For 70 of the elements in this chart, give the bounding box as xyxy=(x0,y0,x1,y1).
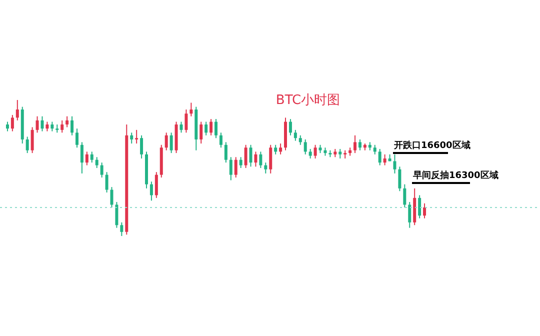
candlestick xyxy=(219,132,222,148)
candlestick xyxy=(294,129,297,142)
candlestick xyxy=(184,109,188,134)
candlestick xyxy=(249,144,252,168)
candlestick xyxy=(298,134,302,146)
candlestick xyxy=(398,166,402,192)
candlestick xyxy=(60,120,64,134)
candlestick xyxy=(190,102,193,117)
candlestick xyxy=(36,116,39,134)
candlestick xyxy=(224,142,228,164)
candlestick xyxy=(314,144,317,159)
candlestick xyxy=(50,121,54,132)
candlestick xyxy=(115,202,118,228)
candlestick xyxy=(140,134,144,159)
candlestick xyxy=(229,156,232,181)
candlestick xyxy=(239,156,242,168)
candlestick xyxy=(150,181,153,202)
candlestick xyxy=(80,142,84,174)
candlestick xyxy=(105,172,108,193)
candlestick xyxy=(16,100,19,121)
candlestick xyxy=(130,132,134,144)
candlestick xyxy=(304,138,307,155)
ref-line-label: 开跌口16600区域 xyxy=(393,140,470,152)
candlestick xyxy=(66,116,69,128)
candlestick xyxy=(393,154,396,174)
candlestick xyxy=(234,156,238,178)
candlestick xyxy=(170,132,173,154)
candlestick xyxy=(10,114,14,132)
candlestick xyxy=(30,126,34,154)
candlestick xyxy=(418,194,422,219)
candlestick xyxy=(269,144,272,174)
candlestick xyxy=(254,151,258,168)
candlestick xyxy=(90,151,94,164)
candlestick xyxy=(354,134,357,154)
candlestick xyxy=(120,222,124,236)
candlestick xyxy=(70,116,74,136)
candlestick xyxy=(279,143,282,155)
candlestick xyxy=(95,156,98,168)
candlestick xyxy=(408,202,412,228)
candlestick xyxy=(378,148,382,166)
candlestick xyxy=(214,118,218,139)
candlestick xyxy=(46,121,49,132)
candlestick xyxy=(180,121,183,134)
candlestick xyxy=(164,132,168,151)
candlestick xyxy=(204,121,208,136)
candlestick xyxy=(338,148,342,159)
ref-line-label: 早间反抽16300区域 xyxy=(412,170,498,181)
candlestick xyxy=(423,202,426,219)
candlestick xyxy=(244,144,248,168)
candlestick xyxy=(373,144,376,155)
candlestick xyxy=(210,118,213,136)
candlestick xyxy=(259,151,262,168)
candlestick xyxy=(288,118,292,136)
candlestick xyxy=(6,121,9,132)
candlestick xyxy=(135,129,138,144)
candlestick xyxy=(110,186,114,208)
candlestick xyxy=(154,172,158,198)
candlestick xyxy=(100,162,104,178)
chart-title: BTC小时图 xyxy=(276,93,340,108)
candlestick xyxy=(274,144,278,155)
candlestick xyxy=(200,121,203,144)
candlestick xyxy=(26,136,29,154)
candlestick xyxy=(403,184,406,208)
candlestick xyxy=(264,162,268,174)
candlestick xyxy=(383,154,386,166)
candlestick xyxy=(75,128,78,148)
candlestick xyxy=(85,151,88,166)
candlestick xyxy=(358,138,362,151)
candlestick xyxy=(40,116,44,132)
candlestick xyxy=(308,148,312,159)
